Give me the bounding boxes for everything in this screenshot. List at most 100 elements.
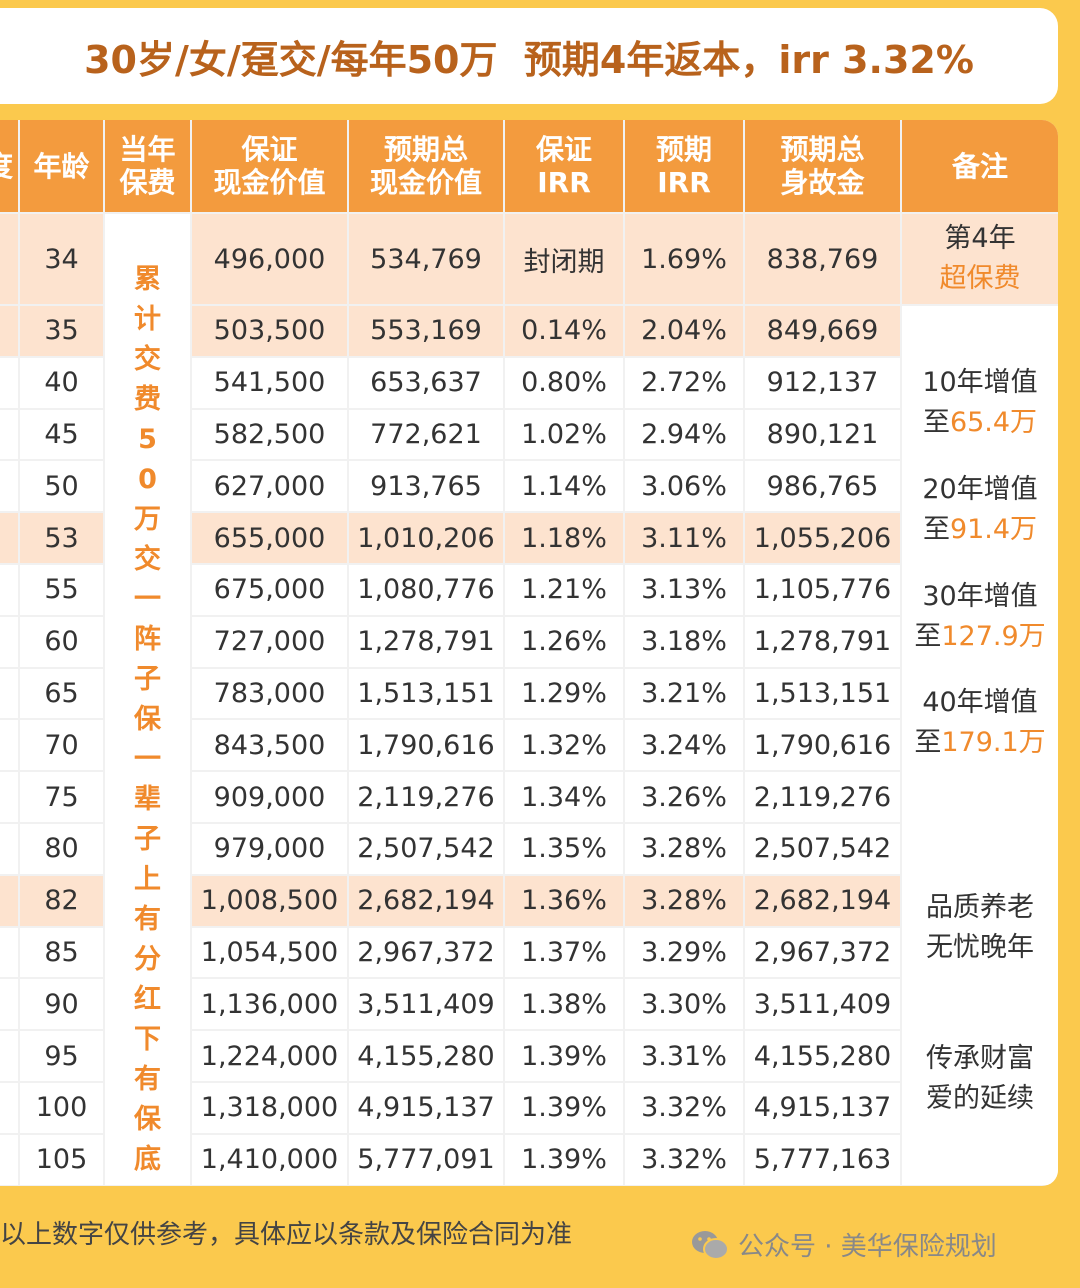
header-text: IRR xyxy=(537,166,591,199)
cell: 3.11% xyxy=(625,513,743,563)
header-cell: 当年 保费 xyxy=(105,120,190,212)
title-box: 30岁/女/趸交/每年50万 预期4年返本，irr 3.32% xyxy=(0,8,1058,104)
cell: 1,008,500 xyxy=(192,875,347,926)
cell: 0.80% xyxy=(505,357,623,408)
cell: 1.35% xyxy=(505,824,623,874)
cell: 1.18% xyxy=(505,513,623,563)
note-text: 10年增值 xyxy=(922,367,1038,398)
cell: 1,790,616 xyxy=(745,720,900,771)
cell: 3,511,409 xyxy=(745,979,900,1030)
cell: 35 xyxy=(20,306,103,356)
cell xyxy=(0,824,18,874)
cell: 541,500 xyxy=(192,357,347,408)
header-text: 当年 xyxy=(119,133,176,166)
note-text: 至 xyxy=(922,407,950,438)
note-line: 至127.9万 xyxy=(902,617,1058,657)
cell: 1.34% xyxy=(505,772,623,822)
cell xyxy=(0,409,18,460)
header-text: 预期总 xyxy=(780,133,865,166)
premium-note: 累计交费50万交一阵子保一辈子上有分红下有保底 xyxy=(134,264,161,1175)
cell: 60 xyxy=(20,616,103,667)
cell: 45 xyxy=(20,409,103,460)
note-line: 爱的延续 xyxy=(902,1079,1058,1119)
note-cell xyxy=(902,214,1058,304)
cell: 1,080,776 xyxy=(349,565,503,615)
header-text: 度 xyxy=(0,150,13,183)
note-line: 至91.4万 xyxy=(902,510,1058,550)
watermark-text: 公众号 · 美华保险规划 xyxy=(738,1232,997,1262)
note-text: 至 xyxy=(914,727,942,758)
cell: 3.21% xyxy=(625,668,743,719)
cell: 95 xyxy=(20,1031,103,1081)
header-text: 身故金 xyxy=(780,166,865,199)
cell: 0.14% xyxy=(505,306,623,356)
note-text: 91.4万 xyxy=(949,514,1038,545)
header-cell: 预期 IRR xyxy=(625,120,743,212)
cell: 4,155,280 xyxy=(349,1031,503,1081)
cell: 534,769 xyxy=(349,214,503,304)
note-text: 20年增值 xyxy=(922,474,1038,505)
cell xyxy=(0,927,18,978)
cell: 3.29% xyxy=(625,927,743,978)
cell: 1.14% xyxy=(505,461,623,512)
header-cell: 预期总 身故金 xyxy=(745,120,900,212)
cell: 3.30% xyxy=(625,979,743,1030)
note-line: 30年增值 xyxy=(902,577,1058,617)
note-line: 超保费 xyxy=(902,259,1058,299)
cell xyxy=(0,668,18,719)
cell: 2.94% xyxy=(625,409,743,460)
cell: 503,500 xyxy=(192,306,347,356)
note-text: 127.9万 xyxy=(941,621,1046,652)
header-text: 保证 xyxy=(535,133,592,166)
note-line: 至65.4万 xyxy=(902,403,1058,443)
cell: 1.69% xyxy=(625,214,743,304)
table: 度年龄当年保费保证现金价值预期总现金价值保证IRR预期IRR预期总身故金备注34… xyxy=(0,120,1058,1186)
cell: 3.32% xyxy=(625,1083,743,1133)
cell: 82 xyxy=(20,875,103,926)
cell: 1,278,791 xyxy=(349,616,503,667)
cell: 34 xyxy=(20,214,103,304)
cell: 55 xyxy=(20,565,103,615)
cell: 1.37% xyxy=(505,927,623,978)
cell xyxy=(0,1031,18,1081)
cell: 1,054,500 xyxy=(192,927,347,978)
cell xyxy=(0,565,18,615)
cell: 封闭期 xyxy=(505,214,623,304)
cell: 3.31% xyxy=(625,1031,743,1081)
cell: 1.21% xyxy=(505,565,623,615)
cell: 655,000 xyxy=(192,513,347,563)
cell: 3.24% xyxy=(625,720,743,771)
note: 40年增值 至179.1万 xyxy=(902,683,1058,763)
cell: 85 xyxy=(20,927,103,978)
cell: 582,500 xyxy=(192,409,347,460)
cell: 3.06% xyxy=(625,461,743,512)
cell: 3.13% xyxy=(625,565,743,615)
watermark: 公众号 · 美华保险规划 xyxy=(690,1226,997,1263)
cell: 675,000 xyxy=(192,565,347,615)
cell: 1.02% xyxy=(505,409,623,460)
cell: 1.38% xyxy=(505,979,623,1030)
note-line: 第4年 xyxy=(902,219,1058,259)
note-text: 传承财富 xyxy=(926,1043,1034,1074)
note-line: 品质养老 xyxy=(902,888,1058,928)
cell: 1,010,206 xyxy=(349,513,503,563)
header-cell: 备注 xyxy=(902,120,1058,212)
cell: 1,513,151 xyxy=(745,668,900,719)
cell: 1,105,776 xyxy=(745,565,900,615)
note-text: 30年增值 xyxy=(922,581,1038,612)
cell: 3.32% xyxy=(625,1134,743,1185)
cell xyxy=(0,979,18,1030)
cell: 80 xyxy=(20,824,103,874)
footer: 以上数字仅供参考，具体应以条款及保险合同为准 xyxy=(0,1220,573,1250)
cell: 4,915,137 xyxy=(349,1083,503,1133)
header-cell: 保证 IRR xyxy=(505,120,623,212)
premium-column: 累计交费50万交一阵子保一辈子上有分红下有保底 xyxy=(105,214,190,1185)
cell: 2,119,276 xyxy=(745,772,900,822)
cell: 1,410,000 xyxy=(192,1134,347,1185)
cell: 53 xyxy=(20,513,103,563)
cell: 986,765 xyxy=(745,461,900,512)
header-text: 现金价值 xyxy=(213,166,326,199)
note-cell xyxy=(902,306,1058,1185)
note-text: 179.1万 xyxy=(941,727,1046,758)
note-text: 爱的延续 xyxy=(926,1083,1034,1114)
